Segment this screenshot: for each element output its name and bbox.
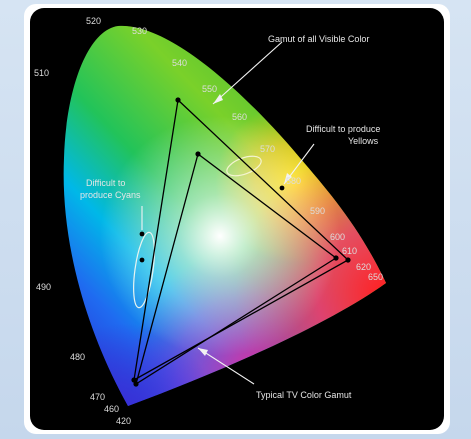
callout-lines xyxy=(141,41,315,385)
wavelength-510: 510 xyxy=(34,68,49,78)
tv-gamut-triangle-inner xyxy=(134,152,338,386)
cyan-point-1 xyxy=(139,231,145,237)
wavelength-490: 490 xyxy=(36,282,51,292)
cyan-difficult-ellipse xyxy=(133,231,155,309)
wavelength-560: 560 xyxy=(232,112,247,122)
cyans-label-line1: Difficult to xyxy=(86,178,125,188)
tv-gamut-label: Typical TV Color Gamut xyxy=(256,390,352,400)
blue-primary-point xyxy=(131,377,137,383)
yellows-arrowhead xyxy=(284,173,292,184)
wavelength-520: 520 xyxy=(86,16,101,26)
tv-gamut-callout xyxy=(197,347,255,385)
red-primary-point xyxy=(345,257,351,263)
wavelength-610: 610 xyxy=(342,246,357,256)
wavelength-620: 620 xyxy=(356,262,371,272)
green-primary-point xyxy=(175,97,181,103)
wavelength-650: 650 xyxy=(368,272,383,282)
wavelength-540: 540 xyxy=(172,58,187,68)
cyans-label-line2: produce Cyans xyxy=(80,190,141,200)
diagram-canvas: 520 530 510 540 550 560 570 580 590 600 … xyxy=(34,16,387,426)
gamut-points xyxy=(131,97,351,387)
wavelength-420: 420 xyxy=(116,416,131,426)
tv-gamut-arrowhead xyxy=(198,348,208,356)
yellow-difficult-ellipse xyxy=(226,155,262,177)
wavelength-460: 460 xyxy=(104,404,119,414)
wavelength-480: 480 xyxy=(70,352,85,362)
yellows-label-line1: Difficult to produce xyxy=(306,124,380,134)
gamut-visible-callout xyxy=(212,41,283,105)
wavelength-600: 600 xyxy=(330,232,345,242)
wavelength-590: 590 xyxy=(310,206,325,216)
gamut-visible-arrowhead xyxy=(213,94,223,104)
green-primary-point-2 xyxy=(195,151,201,157)
wavelength-570: 570 xyxy=(260,144,275,154)
yellow-point xyxy=(279,185,285,191)
cyan-point-2 xyxy=(139,257,145,263)
cie-chromaticity-diagram: 520 530 510 540 550 560 570 580 590 600 … xyxy=(30,8,444,430)
spectral-locus-fill xyxy=(63,25,387,407)
yellows-label-line2: Yellows xyxy=(348,136,379,146)
wavelength-530: 530 xyxy=(132,26,147,36)
wavelength-470: 470 xyxy=(90,392,105,402)
wavelength-580: 580 xyxy=(286,176,301,186)
gamut-visible-label: Gamut of all Visible Color xyxy=(268,34,369,44)
red-primary-point-2 xyxy=(333,255,339,261)
blue-primary-point-2 xyxy=(133,381,139,387)
tv-gamut-triangle-outer xyxy=(133,98,350,382)
wavelength-550: 550 xyxy=(202,84,217,94)
